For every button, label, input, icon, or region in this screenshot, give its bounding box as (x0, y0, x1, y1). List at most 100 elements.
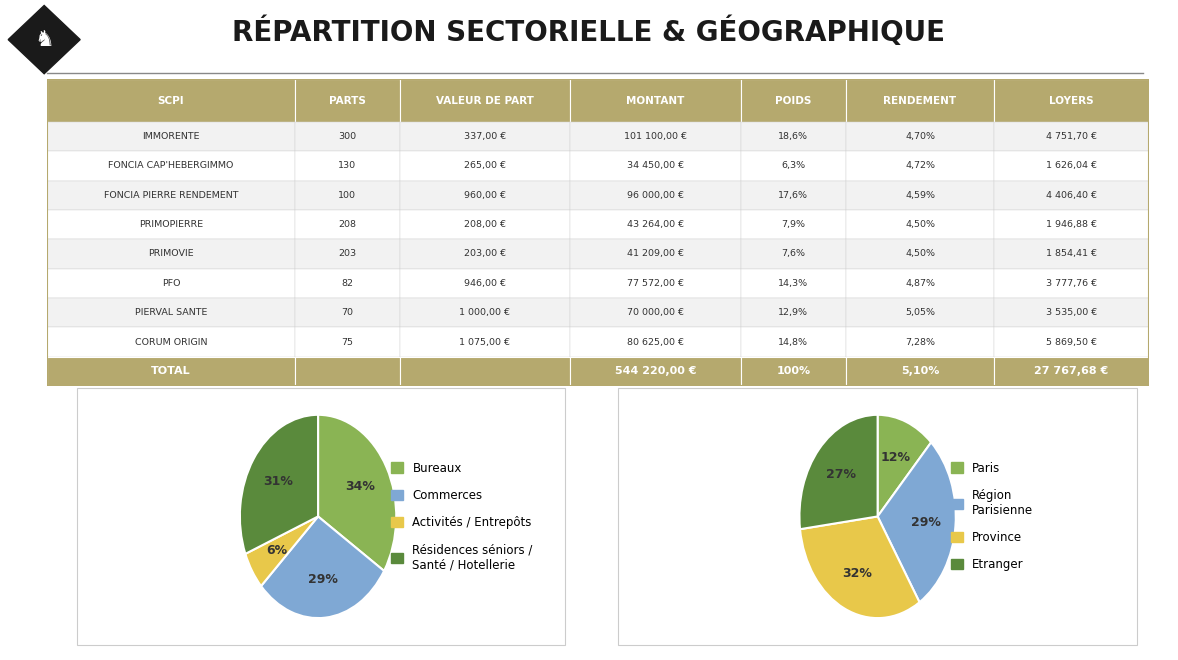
FancyBboxPatch shape (994, 210, 1149, 240)
Text: 100: 100 (338, 191, 356, 200)
FancyBboxPatch shape (570, 298, 741, 327)
FancyBboxPatch shape (47, 240, 294, 269)
FancyBboxPatch shape (399, 181, 570, 210)
FancyBboxPatch shape (994, 151, 1149, 181)
Text: 7,9%: 7,9% (781, 220, 806, 229)
FancyBboxPatch shape (994, 298, 1149, 327)
FancyBboxPatch shape (741, 122, 846, 151)
FancyBboxPatch shape (994, 327, 1149, 357)
Text: 1 626,04 €: 1 626,04 € (1046, 162, 1097, 170)
FancyBboxPatch shape (846, 298, 994, 327)
FancyBboxPatch shape (399, 327, 570, 357)
FancyBboxPatch shape (47, 298, 294, 327)
Text: 100%: 100% (776, 366, 810, 376)
Text: 300: 300 (338, 132, 356, 141)
Text: 4 751,70 €: 4 751,70 € (1046, 132, 1097, 141)
FancyBboxPatch shape (741, 210, 846, 240)
Text: IMMORENTE: IMMORENTE (143, 132, 200, 141)
FancyBboxPatch shape (570, 269, 741, 298)
Polygon shape (8, 5, 80, 74)
Text: MONTANT: MONTANT (627, 96, 684, 106)
FancyBboxPatch shape (570, 240, 741, 269)
Wedge shape (878, 442, 955, 603)
FancyBboxPatch shape (846, 357, 994, 386)
Text: 34%: 34% (345, 480, 376, 492)
Text: PARTS: PARTS (329, 96, 365, 106)
Text: 1 854,41 €: 1 854,41 € (1046, 249, 1097, 259)
FancyBboxPatch shape (570, 122, 741, 151)
Text: PFO: PFO (161, 279, 180, 288)
Text: 101 100,00 €: 101 100,00 € (624, 132, 687, 141)
Legend: Paris, Région
Parisienne, Province, Etranger: Paris, Région Parisienne, Province, Etra… (946, 457, 1038, 576)
FancyBboxPatch shape (741, 151, 846, 181)
Text: RÉPARTITION SECTORIELLE & GÉOGRAPHIQUE: RÉPARTITION SECTORIELLE & GÉOGRAPHIQUE (232, 17, 946, 48)
FancyBboxPatch shape (846, 210, 994, 240)
FancyBboxPatch shape (399, 357, 570, 386)
Text: 4,50%: 4,50% (905, 220, 935, 229)
Text: PRIMOPIERRE: PRIMOPIERRE (139, 220, 203, 229)
Text: FONCIA PIERRE RENDEMENT: FONCIA PIERRE RENDEMENT (104, 191, 238, 200)
Text: PRIMOVIE: PRIMOVIE (148, 249, 194, 259)
FancyBboxPatch shape (47, 210, 294, 240)
Text: VALEUR DE PART: VALEUR DE PART (436, 96, 534, 106)
Text: 265,00 €: 265,00 € (464, 162, 505, 170)
FancyBboxPatch shape (399, 240, 570, 269)
Wedge shape (318, 414, 396, 571)
FancyBboxPatch shape (570, 151, 741, 181)
FancyBboxPatch shape (47, 151, 294, 181)
Text: 4,59%: 4,59% (905, 191, 935, 200)
FancyBboxPatch shape (294, 240, 399, 269)
FancyBboxPatch shape (741, 327, 846, 357)
Wedge shape (262, 516, 384, 618)
FancyBboxPatch shape (47, 327, 294, 357)
Text: 70: 70 (342, 308, 353, 317)
Text: 3 777,76 €: 3 777,76 € (1046, 279, 1097, 288)
Wedge shape (800, 516, 920, 618)
FancyBboxPatch shape (741, 357, 846, 386)
Text: 12%: 12% (880, 451, 911, 465)
FancyBboxPatch shape (994, 122, 1149, 151)
Text: POIDS: POIDS (775, 96, 812, 106)
Text: 41 209,00 €: 41 209,00 € (627, 249, 684, 259)
Text: 82: 82 (342, 279, 353, 288)
Text: 208: 208 (338, 220, 356, 229)
FancyBboxPatch shape (994, 357, 1149, 386)
FancyBboxPatch shape (741, 79, 846, 122)
Text: 4,70%: 4,70% (905, 132, 935, 141)
FancyBboxPatch shape (570, 181, 741, 210)
Text: 29%: 29% (307, 573, 338, 585)
FancyBboxPatch shape (994, 269, 1149, 298)
FancyBboxPatch shape (294, 269, 399, 298)
Text: 43 264,00 €: 43 264,00 € (627, 220, 684, 229)
FancyBboxPatch shape (399, 298, 570, 327)
FancyBboxPatch shape (994, 79, 1149, 122)
Text: 32%: 32% (842, 567, 872, 580)
FancyBboxPatch shape (294, 357, 399, 386)
Text: 27 767,68 €: 27 767,68 € (1034, 366, 1108, 376)
Text: 14,3%: 14,3% (779, 279, 808, 288)
FancyBboxPatch shape (47, 357, 294, 386)
Text: 80 625,00 €: 80 625,00 € (627, 337, 684, 346)
FancyBboxPatch shape (570, 210, 741, 240)
FancyBboxPatch shape (399, 151, 570, 181)
FancyBboxPatch shape (47, 181, 294, 210)
Wedge shape (878, 414, 931, 516)
Legend: Bureaux, Commerces, Activités / Entrepôts, Résidences séniors /
Santé / Hoteller: Bureaux, Commerces, Activités / Entrepôt… (386, 457, 537, 576)
Text: 960,00 €: 960,00 € (464, 191, 505, 200)
Text: 4,87%: 4,87% (905, 279, 935, 288)
FancyBboxPatch shape (399, 79, 570, 122)
FancyBboxPatch shape (294, 298, 399, 327)
FancyBboxPatch shape (846, 79, 994, 122)
FancyBboxPatch shape (741, 298, 846, 327)
FancyBboxPatch shape (294, 79, 399, 122)
Text: 18,6%: 18,6% (779, 132, 808, 141)
Wedge shape (245, 516, 318, 586)
Text: 1 075,00 €: 1 075,00 € (459, 337, 510, 346)
Wedge shape (240, 414, 318, 554)
FancyBboxPatch shape (741, 181, 846, 210)
FancyBboxPatch shape (846, 327, 994, 357)
Wedge shape (800, 414, 878, 529)
Text: 544 220,00 €: 544 220,00 € (615, 366, 696, 376)
Text: 34 450,00 €: 34 450,00 € (627, 162, 684, 170)
FancyBboxPatch shape (994, 181, 1149, 210)
